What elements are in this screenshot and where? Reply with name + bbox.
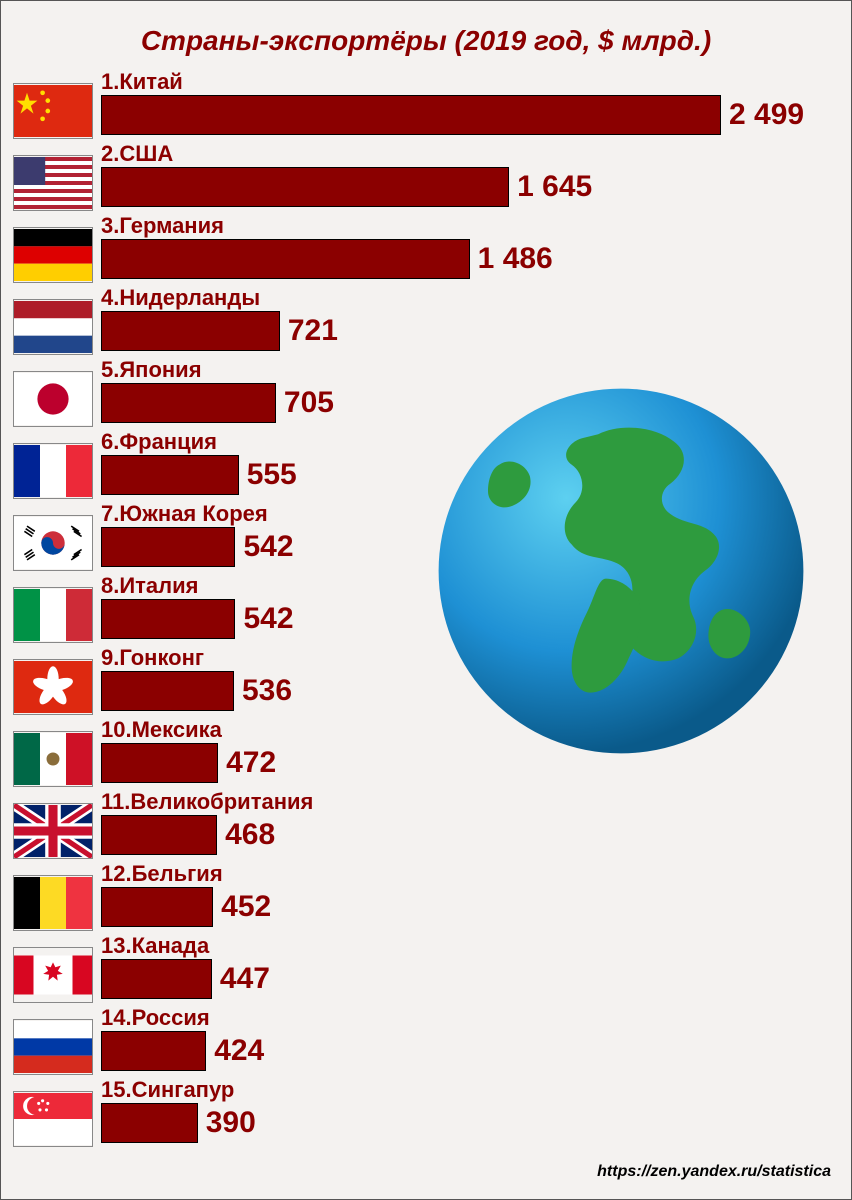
bar-value: 705 — [284, 386, 334, 420]
chart-row: 14.Россия424 — [13, 1005, 839, 1076]
bar — [101, 239, 470, 279]
bar-wrap: 705 — [101, 383, 334, 423]
bar-value: 452 — [221, 890, 271, 924]
bar-wrap: 1 645 — [101, 167, 592, 207]
bar-wrap: 536 — [101, 671, 292, 711]
flag-icon — [13, 371, 93, 427]
bar-value: 536 — [242, 674, 292, 708]
flag-icon — [13, 1091, 93, 1147]
country-label: 10.Мексика — [101, 717, 222, 743]
chart-row: 4.Нидерланды 721 — [13, 285, 839, 356]
bar-wrap: 452 — [101, 887, 271, 927]
country-label: 1.Китай — [101, 69, 183, 95]
country-label: 12.Бельгия — [101, 861, 223, 887]
bar-value: 472 — [226, 746, 276, 780]
bar — [101, 527, 235, 567]
country-label: 9.Гонконг — [101, 645, 204, 671]
flag-icon — [13, 443, 93, 499]
flag-icon — [13, 803, 93, 859]
globe-icon — [431, 381, 811, 761]
country-label: 13.Канада — [101, 933, 209, 959]
country-label: 11.Великобритания — [101, 789, 313, 815]
chart-row: 12.Бельгия 452 — [13, 861, 839, 932]
page-title: Страны-экспортёры (2019 год, $ млрд.) — [1, 1, 851, 69]
bar-wrap: 542 — [101, 599, 294, 639]
country-label: 6.Франция — [101, 429, 217, 455]
bar — [101, 1031, 206, 1071]
bar-wrap: 542 — [101, 527, 294, 567]
bar — [101, 95, 721, 135]
country-label: 3.Германия — [101, 213, 224, 239]
chart-row: 11.Великобритания 468 — [13, 789, 839, 860]
country-label: 15.Сингапур — [101, 1077, 234, 1103]
chart-row: 1.Китай 2 499 — [13, 69, 839, 140]
bar-wrap: 424 — [101, 1031, 264, 1071]
flag-icon — [13, 299, 93, 355]
flag-icon — [13, 515, 93, 571]
bar — [101, 1103, 198, 1143]
country-label: 2.США — [101, 141, 173, 167]
flag-icon — [13, 83, 93, 139]
bar-value: 542 — [243, 602, 293, 636]
bar — [101, 455, 239, 495]
country-label: 8.Италия — [101, 573, 199, 599]
bar-value: 424 — [214, 1034, 264, 1068]
bar-wrap: 555 — [101, 455, 297, 495]
bar — [101, 959, 212, 999]
flag-icon — [13, 659, 93, 715]
bar — [101, 167, 509, 207]
country-label: 7.Южная Корея — [101, 501, 268, 527]
bar-wrap: 468 — [101, 815, 275, 855]
country-label: 14.Россия — [101, 1005, 210, 1031]
bar — [101, 743, 218, 783]
bar-wrap: 447 — [101, 959, 270, 999]
flag-icon — [13, 227, 93, 283]
flag-icon — [13, 155, 93, 211]
chart-row: 3.Германия 1 486 — [13, 213, 839, 284]
bar-wrap: 721 — [101, 311, 338, 351]
source-url: https://zen.yandex.ru/statistica — [597, 1163, 831, 1181]
flag-icon — [13, 947, 93, 1003]
flag-icon — [13, 875, 93, 931]
bar — [101, 383, 276, 423]
bar-value: 447 — [220, 962, 270, 996]
flag-icon — [13, 731, 93, 787]
chart-row: 15.Сингапур 390 — [13, 1077, 839, 1148]
bar-value: 555 — [247, 458, 297, 492]
country-label: 5.Япония — [101, 357, 202, 383]
flag-icon — [13, 587, 93, 643]
bar-wrap: 472 — [101, 743, 276, 783]
bar-value: 468 — [225, 818, 275, 852]
bar-wrap: 1 486 — [101, 239, 553, 279]
bar-value: 721 — [288, 314, 338, 348]
chart-row: 13.Канада 447 — [13, 933, 839, 1004]
bar-value: 1 486 — [478, 242, 553, 276]
bar-value: 2 499 — [729, 98, 804, 132]
chart-row: 2.США 1 645 — [13, 141, 839, 212]
bar-value: 1 645 — [517, 170, 592, 204]
infographic-page: Страны-экспортёры (2019 год, $ млрд.) 1.… — [0, 0, 852, 1200]
bar-value: 390 — [206, 1106, 256, 1140]
bar — [101, 311, 280, 351]
bar-value: 542 — [243, 530, 293, 564]
bar-wrap: 2 499 — [101, 95, 804, 135]
country-label: 4.Нидерланды — [101, 285, 260, 311]
bar — [101, 671, 234, 711]
bar-wrap: 390 — [101, 1103, 256, 1143]
bar — [101, 815, 217, 855]
bar — [101, 887, 213, 927]
flag-icon — [13, 1019, 93, 1075]
bar — [101, 599, 235, 639]
